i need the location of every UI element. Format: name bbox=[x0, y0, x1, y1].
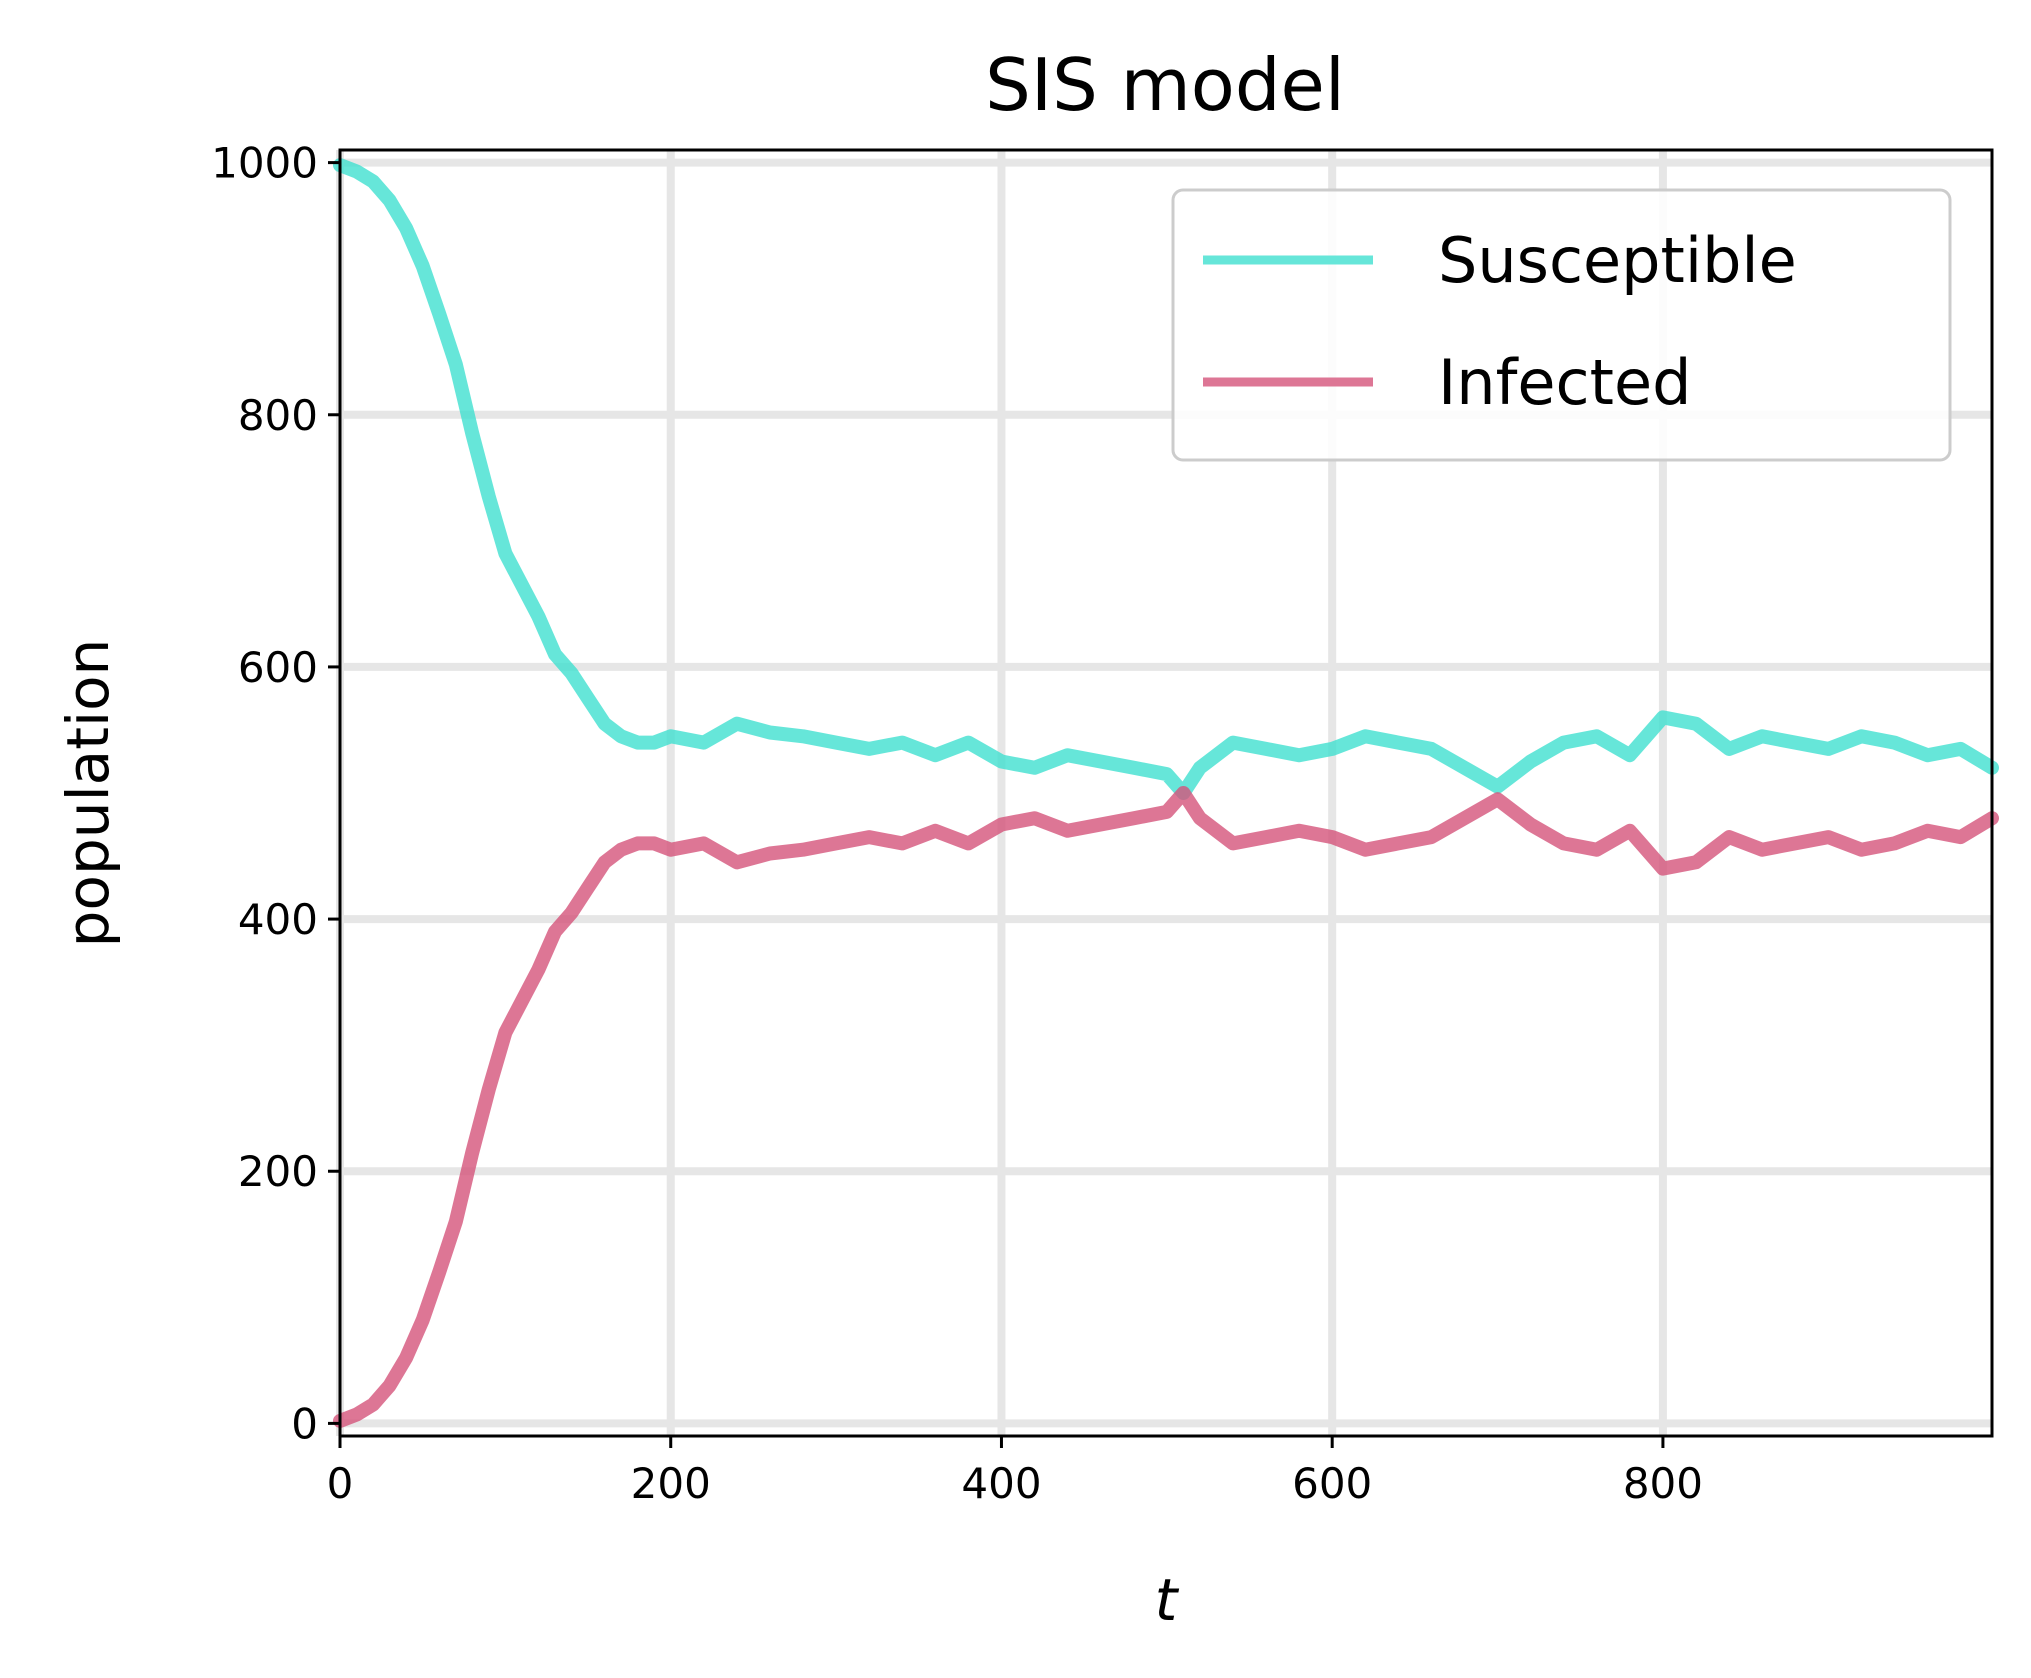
plot-frame bbox=[338, 148, 1994, 1438]
x-axis-label: t bbox=[1155, 1566, 1180, 1634]
series-line-infected bbox=[333, 786, 1999, 1428]
x-tick-label: 800 bbox=[1623, 1459, 1703, 1508]
x-tick-label: 200 bbox=[631, 1459, 711, 1508]
series-layer bbox=[333, 158, 1999, 1428]
y-tick-label: 1000 bbox=[211, 139, 318, 188]
legend-label-susceptible: Susceptible bbox=[1438, 224, 1797, 297]
axis-ticks: 0 200 400 600 800 0 200 400 600 800 1000 bbox=[211, 139, 1703, 1508]
y-tick-label: 0 bbox=[291, 1399, 318, 1448]
x-tick-label: 600 bbox=[1292, 1459, 1372, 1508]
legend-label-infected: Infected bbox=[1438, 346, 1691, 419]
y-tick-label: 600 bbox=[238, 643, 318, 692]
legend: Susceptible Infected bbox=[1171, 188, 1952, 462]
chart-title: SIS model bbox=[985, 43, 1345, 127]
y-axis-label: population bbox=[54, 639, 122, 948]
x-tick-label: 400 bbox=[961, 1459, 1041, 1508]
y-tick-label: 200 bbox=[238, 1147, 318, 1196]
series-line-susceptible bbox=[333, 158, 1999, 800]
y-tick-label: 400 bbox=[238, 895, 318, 944]
x-tick-label: 0 bbox=[327, 1459, 354, 1508]
y-tick-label: 800 bbox=[238, 391, 318, 440]
